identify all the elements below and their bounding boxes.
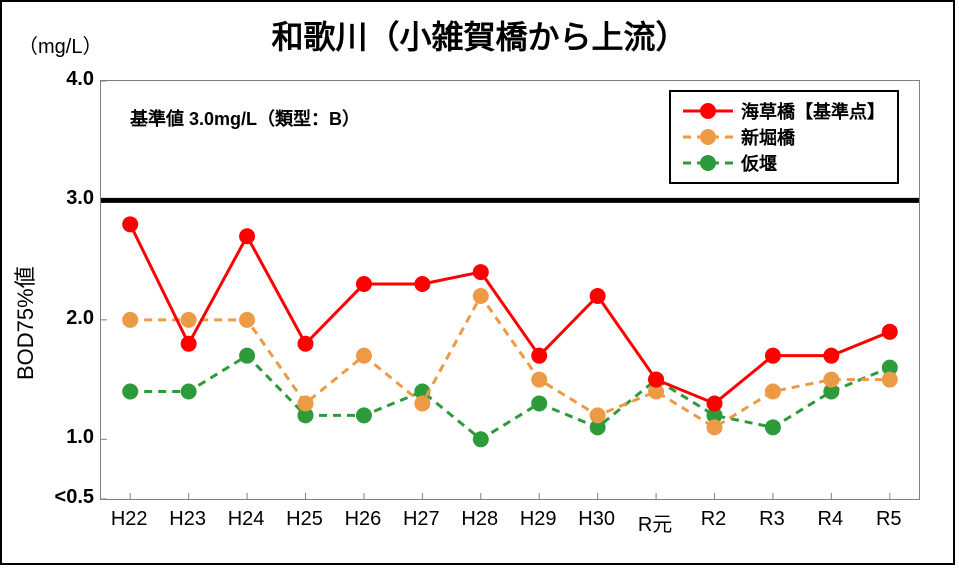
legend-label: 仮堰 <box>741 150 777 176</box>
legend-sample <box>683 127 733 147</box>
legend-sample <box>683 153 733 173</box>
x-tick-label: R2 <box>701 508 727 531</box>
legend-label: 新堀橋 <box>741 124 795 150</box>
y-unit-label: （mg/L） <box>18 30 102 59</box>
x-tick-label: H23 <box>169 508 206 531</box>
x-tick-label: H25 <box>286 508 323 531</box>
legend-sample <box>683 101 733 121</box>
x-tick-label: H28 <box>461 508 498 531</box>
chart-container: 和歌川（小雑賀橋から上流） （mg/L） BOD75%値 4.0 3.0 2.0 1.… <box>0 0 959 569</box>
y-tick-label: <0.5 <box>44 486 94 509</box>
legend: 海草橋【基準点】新堀橋仮堰 <box>669 90 899 184</box>
x-tick-label: H22 <box>111 508 148 531</box>
x-tick-label: H27 <box>403 508 440 531</box>
y-tick-label: 4.0 <box>44 68 94 91</box>
reference-annotation: 基準値 3.0mg/L（類型：B） <box>130 105 360 131</box>
legend-item: 海草橋【基準点】 <box>683 98 885 124</box>
x-tick-label: H29 <box>520 508 557 531</box>
legend-item: 新堀橋 <box>683 124 885 150</box>
x-tick-label: R元 <box>638 508 672 537</box>
x-tick-label: H30 <box>578 508 615 531</box>
y-tick-label: 2.0 <box>44 307 94 330</box>
legend-item: 仮堰 <box>683 150 885 176</box>
legend-label: 海草橋【基準点】 <box>741 98 885 124</box>
x-tick-label: H26 <box>345 508 382 531</box>
y-axis-label: BOD75%値 <box>8 266 40 380</box>
y-tick-label: 3.0 <box>44 187 94 210</box>
chart-title: 和歌川（小雑賀橋から上流） <box>0 12 959 58</box>
x-tick-label: H24 <box>228 508 265 531</box>
y-tick-label: 1.0 <box>44 426 94 449</box>
x-tick-label: R3 <box>759 508 785 531</box>
x-tick-label: R5 <box>876 508 902 531</box>
x-tick-label: R4 <box>818 508 844 531</box>
